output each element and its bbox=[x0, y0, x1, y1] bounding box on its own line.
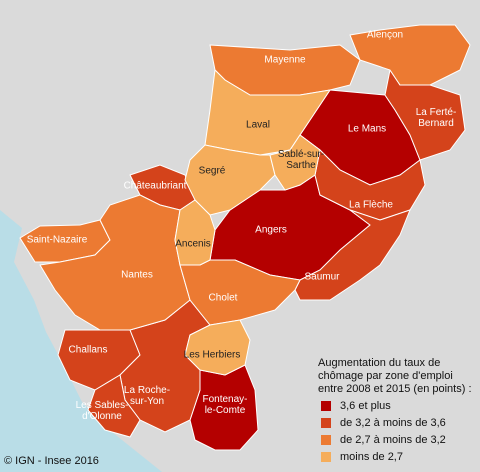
zone bbox=[294, 209, 411, 301]
zone bbox=[184, 144, 276, 216]
zone bbox=[174, 199, 216, 266]
legend-label: de 3,2 à moins de 3,6 bbox=[340, 417, 446, 429]
credit: © IGN - Insee 2016 bbox=[4, 455, 99, 467]
zone-label: Les Sables- d'Olonne bbox=[75, 400, 129, 422]
legend-swatch bbox=[321, 401, 331, 411]
legend-swatch bbox=[321, 452, 331, 462]
zone-label: Châteaubriant bbox=[123, 180, 187, 192]
zone-label: La Flèche bbox=[349, 199, 393, 211]
zone-label: Le Mans bbox=[347, 123, 387, 135]
zone-label: Segré bbox=[198, 165, 226, 177]
zone-label: Saumur bbox=[304, 271, 340, 283]
zone-label: Les Herbiers bbox=[183, 349, 241, 361]
legend-swatch bbox=[321, 418, 331, 428]
zone-label: Alençon bbox=[366, 29, 404, 41]
legend-label: de 2,7 à moins de 3,2 bbox=[340, 434, 446, 446]
zone-label: Challans bbox=[68, 344, 108, 356]
zone bbox=[349, 24, 471, 86]
zone-label: Ancenis bbox=[175, 238, 211, 250]
zone-label: Fontenay- le-Comte bbox=[202, 394, 248, 416]
zone bbox=[314, 148, 426, 221]
legend-label: 3,6 et plus bbox=[340, 400, 391, 412]
zone-label: Saint-Nazaire bbox=[26, 234, 88, 246]
zone bbox=[39, 194, 191, 331]
sea bbox=[0, 210, 162, 472]
zone-label: Mayenne bbox=[264, 54, 306, 66]
zone bbox=[87, 374, 141, 438]
zone-label: Angers bbox=[255, 224, 287, 236]
zone bbox=[269, 134, 321, 191]
legend-label: moins de 2,7 bbox=[340, 451, 403, 463]
zone-label: Laval bbox=[246, 119, 270, 131]
zone-label: Nantes bbox=[121, 269, 153, 281]
zone-label: Cholet bbox=[208, 292, 238, 304]
zone-label: Sablé-sur- Sarthe bbox=[277, 149, 325, 171]
zone-label: La Roche- sur-Yon bbox=[123, 385, 171, 407]
legend-swatch bbox=[321, 435, 331, 445]
zone bbox=[184, 319, 251, 376]
zone-label: La Ferté- Bernard bbox=[415, 107, 457, 129]
legend-title: Augmentation du taux de chômage par zone… bbox=[318, 357, 472, 395]
